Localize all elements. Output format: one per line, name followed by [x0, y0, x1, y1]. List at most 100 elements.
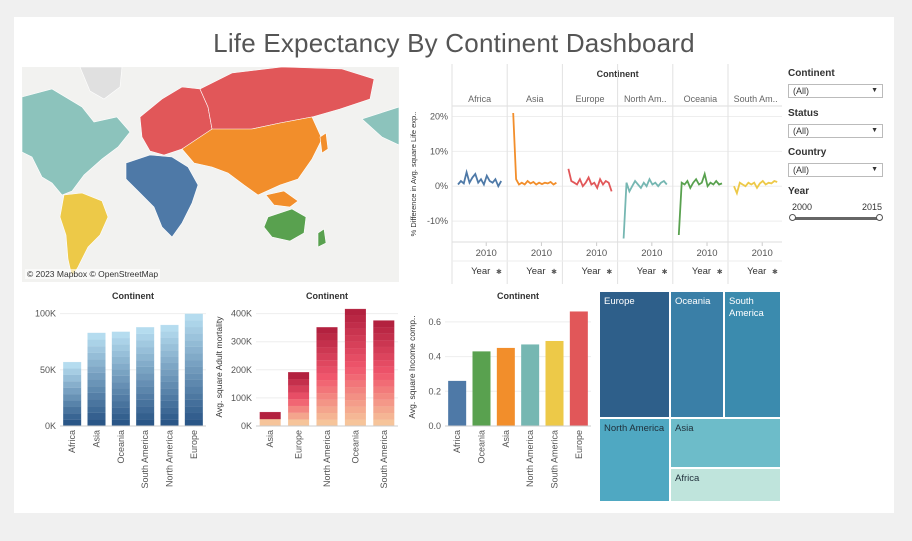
bar2-bar-3 [344, 308, 366, 427]
bar2-bar-segment [288, 378, 310, 386]
treemap[interactable]: Europe Oceania South America North America A… [599, 291, 781, 502]
treemap-cell-south-america[interactable]: South America [724, 291, 781, 418]
line-x-tick-label: 2010 [586, 248, 607, 259]
filter-status-value: (All) [793, 126, 809, 136]
bar1-bar-segment [111, 413, 130, 420]
bar2-bar-segment [316, 353, 338, 361]
bar3-y-tick-label: 0.2 [428, 386, 441, 396]
bar-chart-population[interactable]: Continent 0K 50K 100K Africa Asia Oceania South… [20, 288, 210, 503]
bar2-bar-segment [344, 393, 366, 401]
line-chart[interactable]: Continent% Difference in Avg. square Lif… [404, 64, 782, 286]
treemap-cell-asia[interactable]: Asia [670, 418, 781, 468]
line-x-tick-label: 2010 [476, 248, 497, 259]
bar1-bar-segment [160, 350, 179, 357]
bar2-bar-segment [373, 399, 395, 407]
treemap-cell-oceania[interactable]: Oceania [670, 291, 724, 418]
bar1-bar-segment [111, 356, 130, 364]
bar3-bar-3 [521, 344, 540, 426]
bar1-bar-2 [111, 331, 130, 427]
bar-chart-adult-mortality[interactable]: Continent Avg. square Adult mortality 0K 10… [212, 288, 402, 503]
bar2-bar-segment [344, 419, 366, 427]
bar3-x-tick-label: North America [525, 430, 535, 487]
bar1-bar-segment [160, 388, 179, 395]
line-x-axis-label: Year [582, 266, 601, 277]
year-slider-track[interactable] [792, 217, 880, 220]
bar2-bar-segment [259, 418, 281, 427]
line-y-tick-label: 10% [430, 146, 448, 156]
bar1-bar-segment [63, 361, 82, 369]
bar1-bar-segment [63, 419, 82, 427]
bar3-y-tick-label: 0.4 [428, 352, 441, 362]
bar3-bar-rect [496, 347, 515, 426]
bar1-bar-segment [160, 375, 179, 382]
line-x-tick-label: 2010 [752, 248, 773, 259]
bar1-bar-segment [184, 326, 203, 334]
treemap-cell-africa[interactable]: Africa [670, 468, 781, 502]
line-x-tick-label: 2010 [641, 248, 662, 259]
map-region-southeast-asia [265, 190, 299, 208]
line-series-0 [457, 168, 502, 189]
bar1-bar-segment [63, 368, 82, 375]
line-x-axis-label: Year [471, 266, 490, 277]
treemap-cell-label: Oceania [675, 296, 711, 307]
treemap-cell-label: Africa [675, 473, 700, 484]
bar3-x-tick-label: South America [550, 430, 560, 489]
filter-country-select[interactable]: (All) ▼ [788, 163, 883, 177]
bar1-bar-segment [87, 366, 106, 373]
pin-icon: ✱ [606, 268, 612, 276]
bar1-bar-segment [63, 387, 82, 395]
line-x-tick-label: 2010 [696, 248, 717, 259]
bar2-bar-segment [316, 399, 338, 407]
bar1-x-tick-label: South America [140, 430, 150, 489]
line-panel-header: Africa [468, 94, 491, 104]
bar2-bar-segment [344, 347, 366, 355]
filter-status-select[interactable]: (All) ▼ [788, 124, 883, 138]
bar2-y-tick-label: 400K [231, 309, 252, 319]
bar1-bar-segment [136, 379, 155, 387]
bar1-bar-segment [184, 419, 203, 427]
treemap-cell-label: Europe [604, 296, 635, 307]
bar1-x-tick-label: North America [165, 430, 175, 487]
bar1-bar-segment [136, 399, 155, 407]
bar2-bar-segment [373, 373, 395, 380]
bar1-bar-segment [136, 327, 155, 334]
bar2-bar-segment [373, 333, 395, 341]
bar2-bar-segment [316, 412, 338, 420]
bar2-bar-segment [288, 392, 310, 400]
pin-icon: ✱ [717, 268, 723, 276]
pin-icon: ✱ [496, 268, 502, 276]
bar1-bar-segment [184, 346, 203, 354]
year-slider-min-handle[interactable] [789, 214, 796, 221]
bar2-x-tick-label: Europe [294, 430, 304, 459]
bar1-bar-segment [87, 386, 106, 393]
map-region-australia [263, 208, 307, 242]
bar3-bar-rect [569, 311, 588, 426]
bar2-bar-segment [288, 405, 310, 413]
bar1-bar-segment [111, 419, 130, 427]
bar1-bar-segment [87, 352, 106, 360]
bar2-bar-segment [344, 334, 366, 342]
bar1-bar-segment [136, 360, 155, 367]
treemap-cell-north-america[interactable]: North America [599, 418, 670, 502]
line-series-5 [733, 179, 778, 196]
year-slider-max-handle[interactable] [876, 214, 883, 221]
treemap-cell-europe[interactable]: Europe [599, 291, 670, 418]
bar-chart-income-composition[interactable]: Continent Avg. square Income comp.. 0.0 0.2… [405, 288, 595, 503]
filter-continent-select[interactable]: (All) ▼ [788, 84, 883, 98]
bar1-bar-segment [136, 346, 155, 354]
world-map[interactable]: © 2023 Mapbox © OpenStreetMap [22, 67, 399, 282]
bar2-bar-segment [373, 386, 395, 394]
treemap-cell-label: South America [729, 296, 764, 319]
line-x-tick-label: 2010 [531, 248, 552, 259]
bar1-bar-segment [63, 400, 82, 407]
bar3-bar-4 [545, 340, 564, 426]
bar1-bar-segment [160, 413, 179, 420]
bar2-bar-segment [288, 372, 310, 379]
bar2-bar-segment [344, 328, 366, 336]
bar2-bar-segment [316, 340, 338, 348]
bar2-bar-segment [373, 419, 395, 427]
bar2-bar-segment [344, 315, 366, 323]
bar2-bar-segment [344, 386, 366, 394]
bar2-x-tick-label: Oceania [350, 430, 360, 464]
bar1-bar-segment [160, 369, 179, 376]
